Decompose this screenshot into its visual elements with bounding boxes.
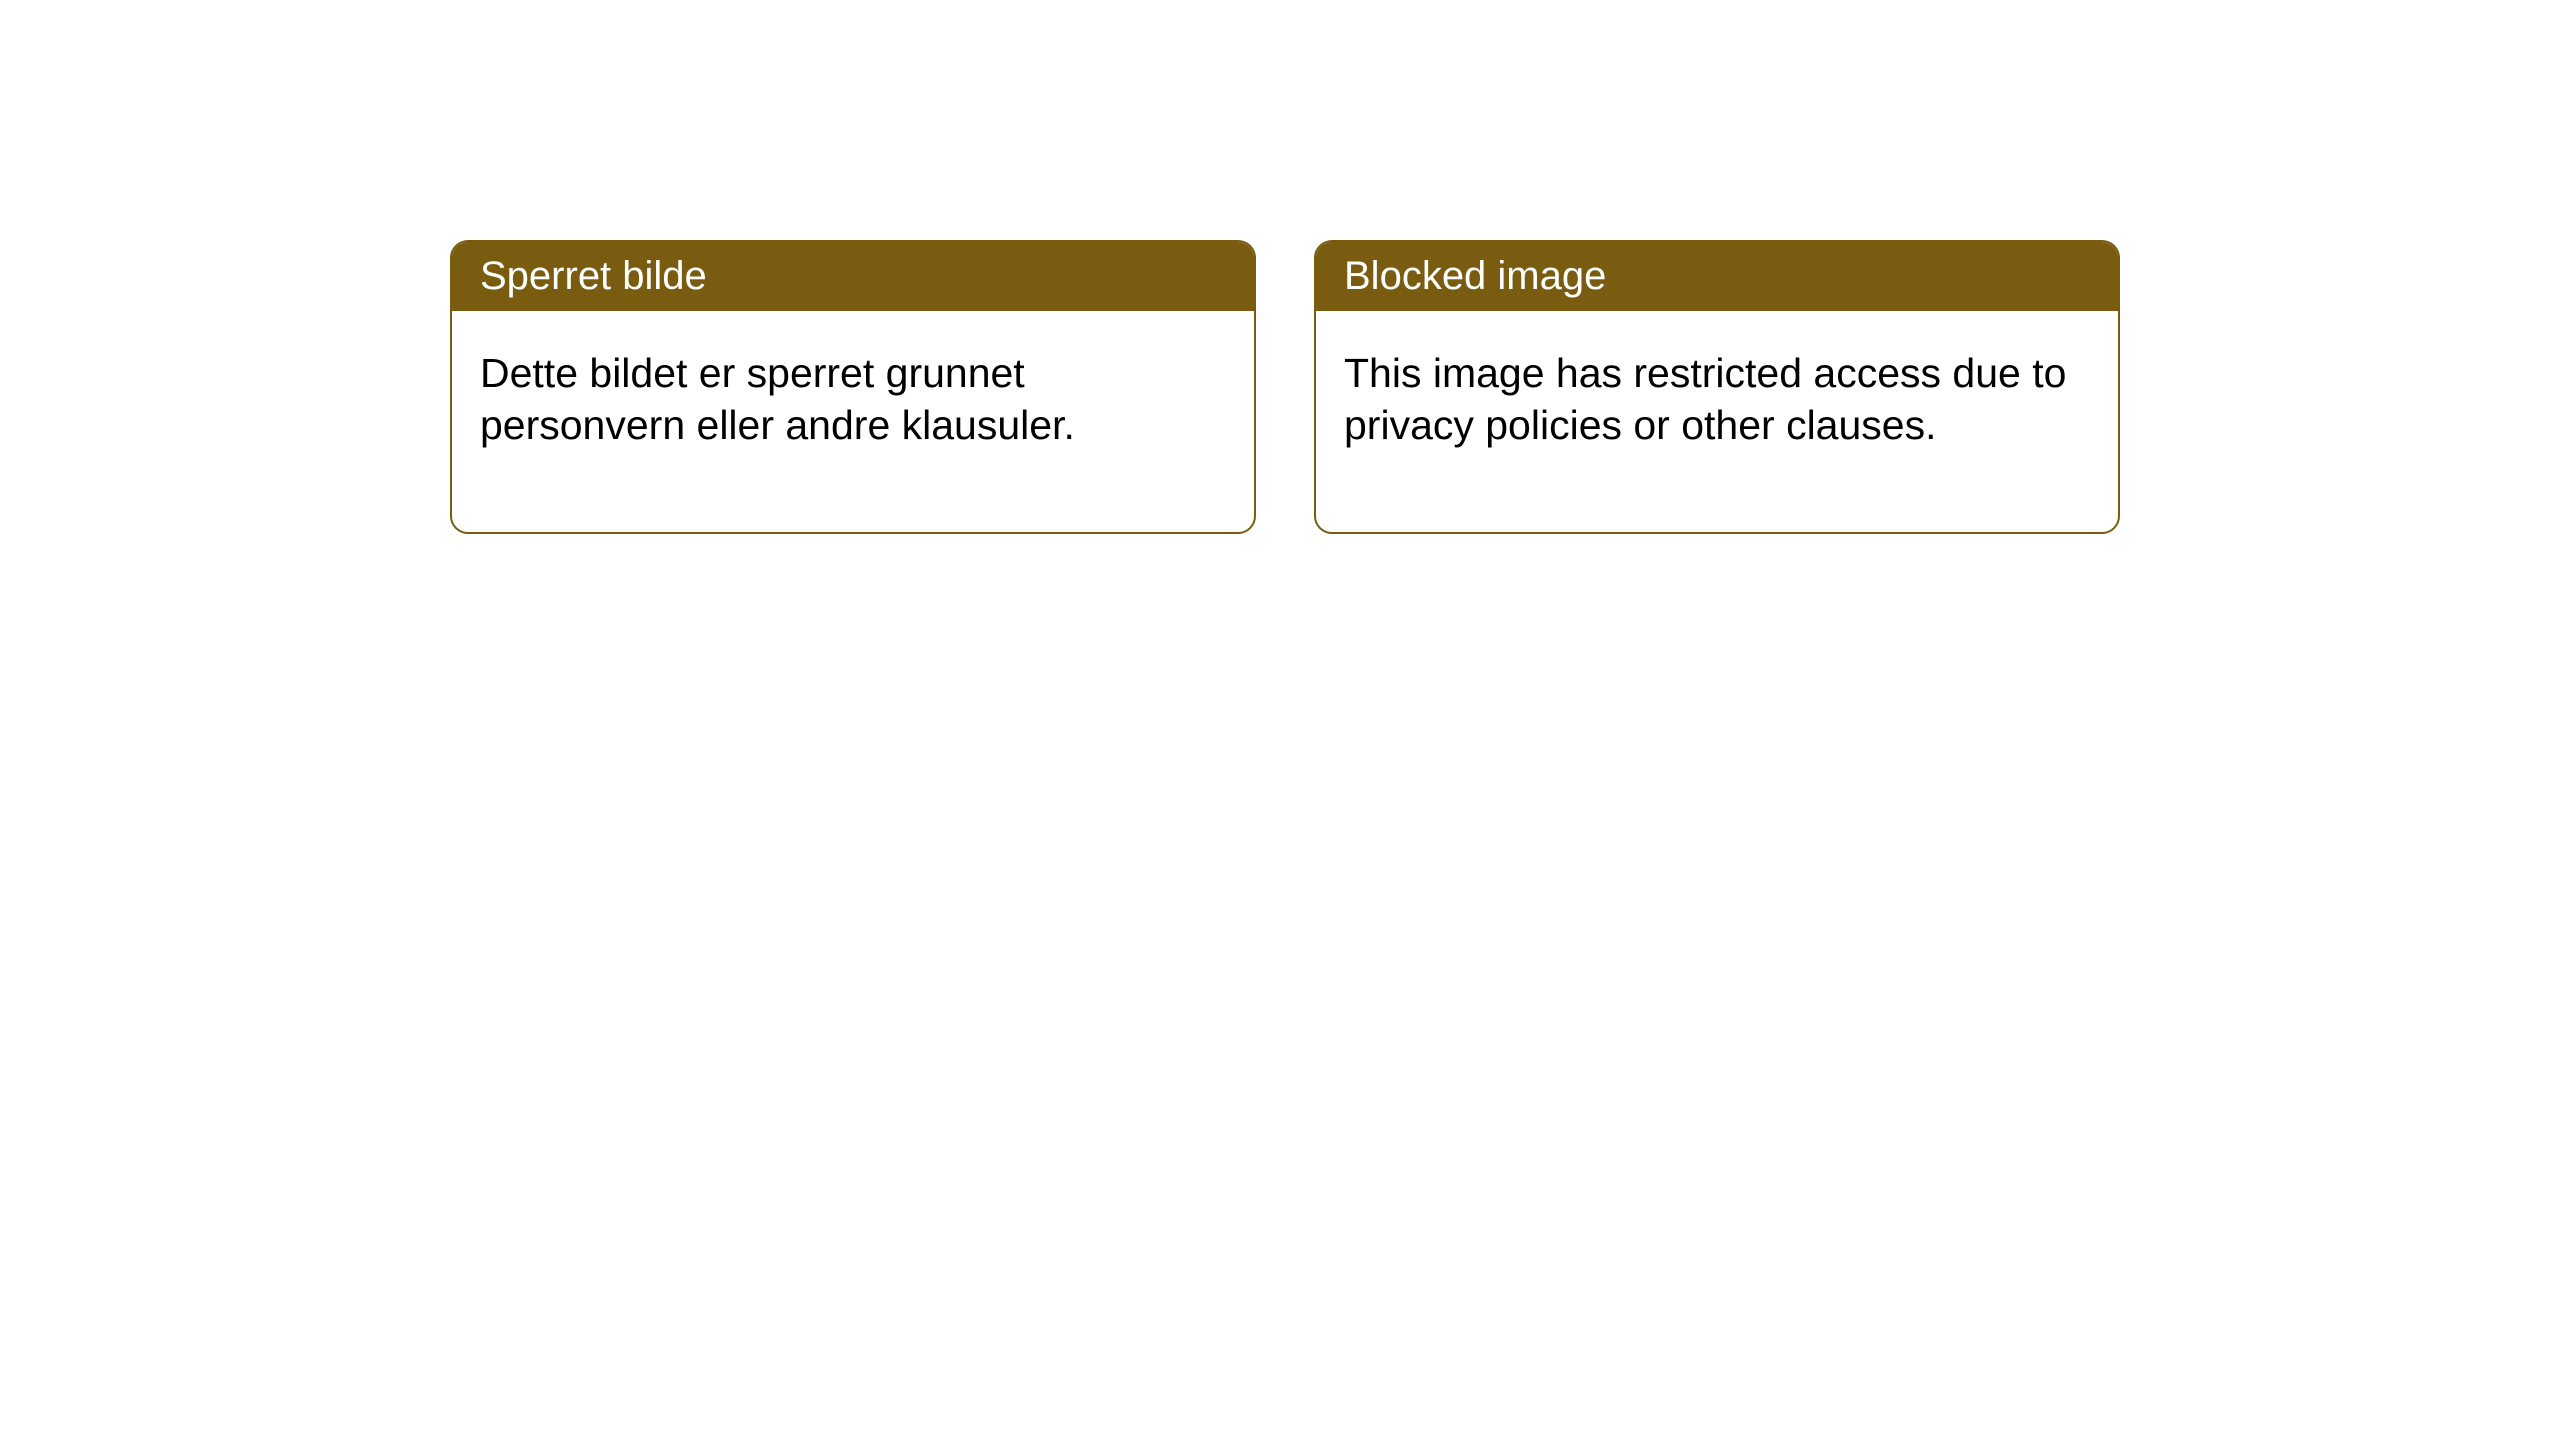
notice-card-norwegian: Sperret bilde Dette bildet er sperret gr… [450, 240, 1256, 534]
notice-container: Sperret bilde Dette bildet er sperret gr… [0, 0, 2560, 534]
notice-card-title: Sperret bilde [452, 242, 1254, 311]
notice-card-english: Blocked image This image has restricted … [1314, 240, 2120, 534]
notice-card-body: Dette bildet er sperret grunnet personve… [452, 311, 1254, 532]
notice-card-body: This image has restricted access due to … [1316, 311, 2118, 532]
notice-card-title: Blocked image [1316, 242, 2118, 311]
